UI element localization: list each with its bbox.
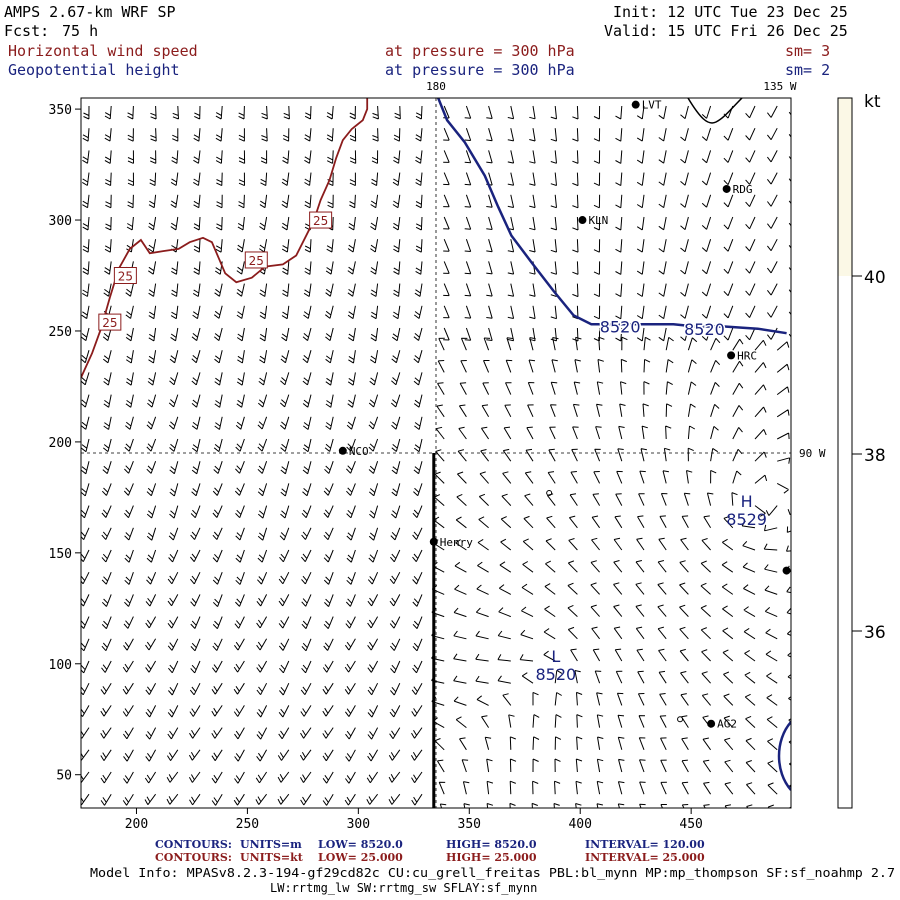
colorbar-frame xyxy=(837,97,853,809)
height-contour-label: 8520 xyxy=(600,318,641,337)
colorbar-shade xyxy=(838,98,852,276)
forecast-label: Fcst: xyxy=(4,22,49,40)
contours-2-units: UNITS=kt xyxy=(240,851,304,864)
model-info-line-2: LW:rrtmg_lw SW:rrtmg_sw SFLAY:sf_mynn xyxy=(270,881,537,895)
contours-1-high: HIGH= 8520.0 xyxy=(446,838,537,851)
meridian-label: 180 xyxy=(426,80,446,93)
x-tick-label: 250 xyxy=(236,817,259,832)
station-marker xyxy=(727,351,736,360)
speed-contour-label: 25 xyxy=(102,316,117,330)
field-2-smoothing: sm= 2 xyxy=(785,61,830,79)
height-contour-label: 8520 xyxy=(684,320,725,339)
speed-contour-label: 25 xyxy=(118,270,133,284)
colorbar-unit: kt xyxy=(864,92,881,112)
station-open-marker xyxy=(546,489,553,496)
plot-frame xyxy=(80,97,792,809)
extremum-value: 8529 xyxy=(726,510,767,529)
field-2-pressure: at pressure = 300 hPa xyxy=(385,61,575,79)
wind-barb-field xyxy=(81,105,791,808)
speed-contour-label: 25 xyxy=(313,214,328,228)
colorbar-label-38: 38 xyxy=(864,446,886,466)
height-contour-8520 xyxy=(437,98,787,335)
field-2-name: Geopotential height xyxy=(8,61,180,79)
contours-1-interval: INTERVAL= 120.00 xyxy=(585,838,705,851)
station-marker xyxy=(707,719,716,728)
y-tick-label: 150 xyxy=(49,547,72,562)
speed-label-box xyxy=(309,211,333,229)
station-label: LVT xyxy=(642,99,662,112)
station-marker xyxy=(338,446,347,455)
field-1-name: Horizontal wind speed xyxy=(8,42,198,60)
colorbar-label-40: 40 xyxy=(864,268,886,288)
station-marker xyxy=(782,566,791,575)
forecast-value: 75 h xyxy=(62,22,98,40)
colorbar-label-36: 36 xyxy=(864,623,886,643)
contours-2-label: CONTOURS: xyxy=(155,851,232,864)
axes: 200 250 300 350 400 450 50 100 150 200 250 300 350 18… xyxy=(49,80,826,832)
meridian-label: 135 W xyxy=(763,80,796,93)
x-tick-label: 450 xyxy=(679,817,702,832)
y-tick-label: 100 xyxy=(49,658,72,673)
stations: LVT RDG KLN HRC NCO Henry AG2 xyxy=(338,99,791,731)
contours-1-label: CONTOURS: xyxy=(155,838,232,851)
parallel-label: 90 W xyxy=(799,447,826,460)
speed-contour-label: 25 xyxy=(249,254,264,268)
extremum-symbol: H xyxy=(741,492,753,511)
wind-barbs xyxy=(81,105,791,808)
x-tick-label: 300 xyxy=(347,817,370,832)
speed-label-box xyxy=(98,313,122,331)
speed-contour-25 xyxy=(81,98,369,378)
station-marker xyxy=(722,184,731,193)
contours-2-low: LOW= 25.000 xyxy=(318,851,403,864)
y-tick-label: 50 xyxy=(56,769,72,784)
map-lines xyxy=(81,98,791,808)
speed-label-box xyxy=(113,267,137,284)
station-marker xyxy=(631,100,640,109)
station-label: Henry xyxy=(440,536,473,549)
x-tick-label: 200 xyxy=(125,817,148,832)
contours-1-units: UNITS=m xyxy=(240,838,302,851)
station-open-marker xyxy=(677,716,684,723)
contours-2-high: HIGH= 25.000 xyxy=(446,851,537,864)
speed-label-box xyxy=(244,251,268,269)
contours-2-interval: INTERVAL= 25.000 xyxy=(585,851,705,864)
coast-contour xyxy=(687,98,743,124)
contours-1-low: LOW= 8520.0 xyxy=(318,838,403,851)
station-marker xyxy=(578,216,587,225)
colorbar: kt 40 38 36 xyxy=(837,92,886,809)
init-time: Init: 12 UTC Tue 23 Dec 25 xyxy=(613,3,848,21)
y-tick-label: 250 xyxy=(49,325,72,340)
field-1-pressure: at pressure = 300 hPa xyxy=(385,42,575,60)
station-label: HRC xyxy=(737,349,757,362)
station-marker xyxy=(429,537,438,546)
valid-time: Valid: 15 UTC Fri 26 Dec 25 xyxy=(604,22,848,40)
y-tick-label: 350 xyxy=(49,103,72,118)
y-tick-label: 200 xyxy=(49,436,72,451)
station-label: NCO xyxy=(349,445,369,458)
height-contour-arc xyxy=(777,721,791,791)
model-info-line-1: Model Info: MPASv8.2.3-194-gf29cd82c CU:… xyxy=(90,866,895,880)
x-tick-label: 400 xyxy=(568,817,591,832)
station-label: RDG xyxy=(733,183,753,196)
extremum-value: 8520 xyxy=(535,665,576,684)
y-tick-label: 300 xyxy=(49,214,72,229)
x-tick-label: 350 xyxy=(458,817,481,832)
model-title: AMPS 2.67-km WRF SP xyxy=(4,3,176,21)
station-label: KLN xyxy=(588,214,608,227)
field-1-smoothing: sm= 3 xyxy=(785,42,830,60)
extremum-symbol: L xyxy=(551,647,560,666)
station-label: AG2 xyxy=(717,718,737,731)
